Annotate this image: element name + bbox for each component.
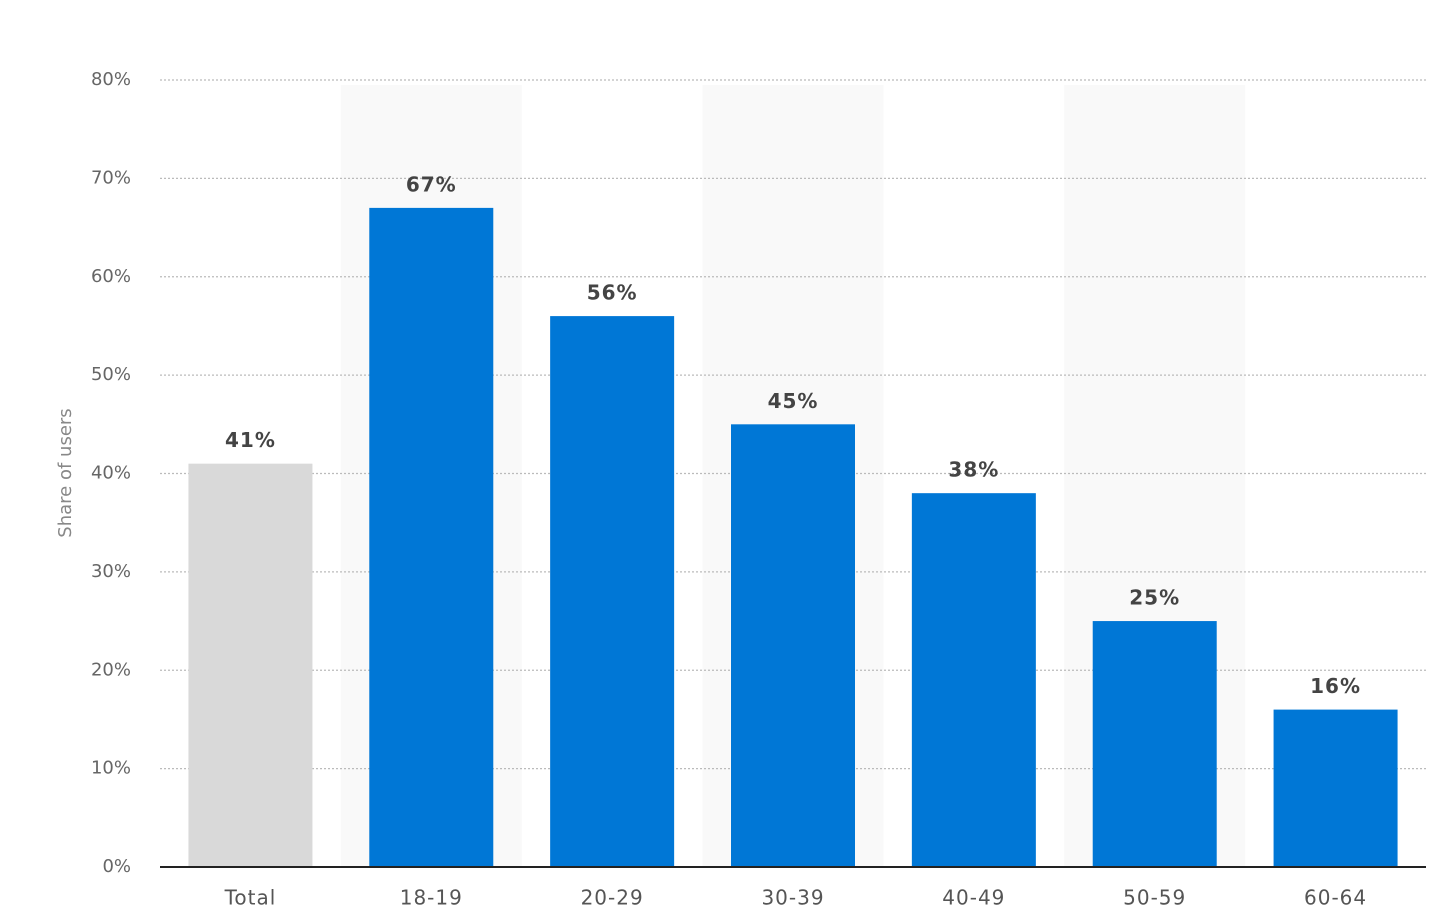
value-label: 56% [587,281,638,305]
x-tick-label: 50-59 [1123,886,1186,910]
value-label: 67% [406,172,457,196]
x-tick-label: 18-19 [400,886,463,910]
y-tick-label: 40% [91,463,131,484]
bar [188,463,313,867]
bar [369,207,494,867]
y-tick-label: 50% [91,364,131,385]
x-tick-label: Total [224,886,277,910]
x-tick-label: 60-64 [1304,886,1367,910]
bar [911,493,1036,867]
y-tick-label: 30% [91,561,131,582]
value-label: 41% [225,428,276,452]
y-tick-label: 80% [91,69,131,90]
y-tick-label: 60% [91,266,131,287]
value-label: 38% [948,458,999,482]
bar [1092,621,1217,867]
value-label: 45% [768,389,819,413]
y-axis-label: Share of users [55,408,76,537]
x-tick-label: 40-49 [942,886,1005,910]
bar [731,424,855,867]
y-tick-label: 70% [91,167,131,188]
y-tick-label: 20% [91,659,131,680]
value-label: 16% [1310,674,1361,698]
x-tick-label: 30-39 [761,886,824,910]
x-tick-label: 20-29 [581,886,644,910]
bar [550,316,675,868]
bar [1273,709,1398,867]
y-tick-label: 10% [91,758,131,779]
value-label: 25% [1129,586,1180,610]
y-tick-label: 0% [102,856,131,877]
